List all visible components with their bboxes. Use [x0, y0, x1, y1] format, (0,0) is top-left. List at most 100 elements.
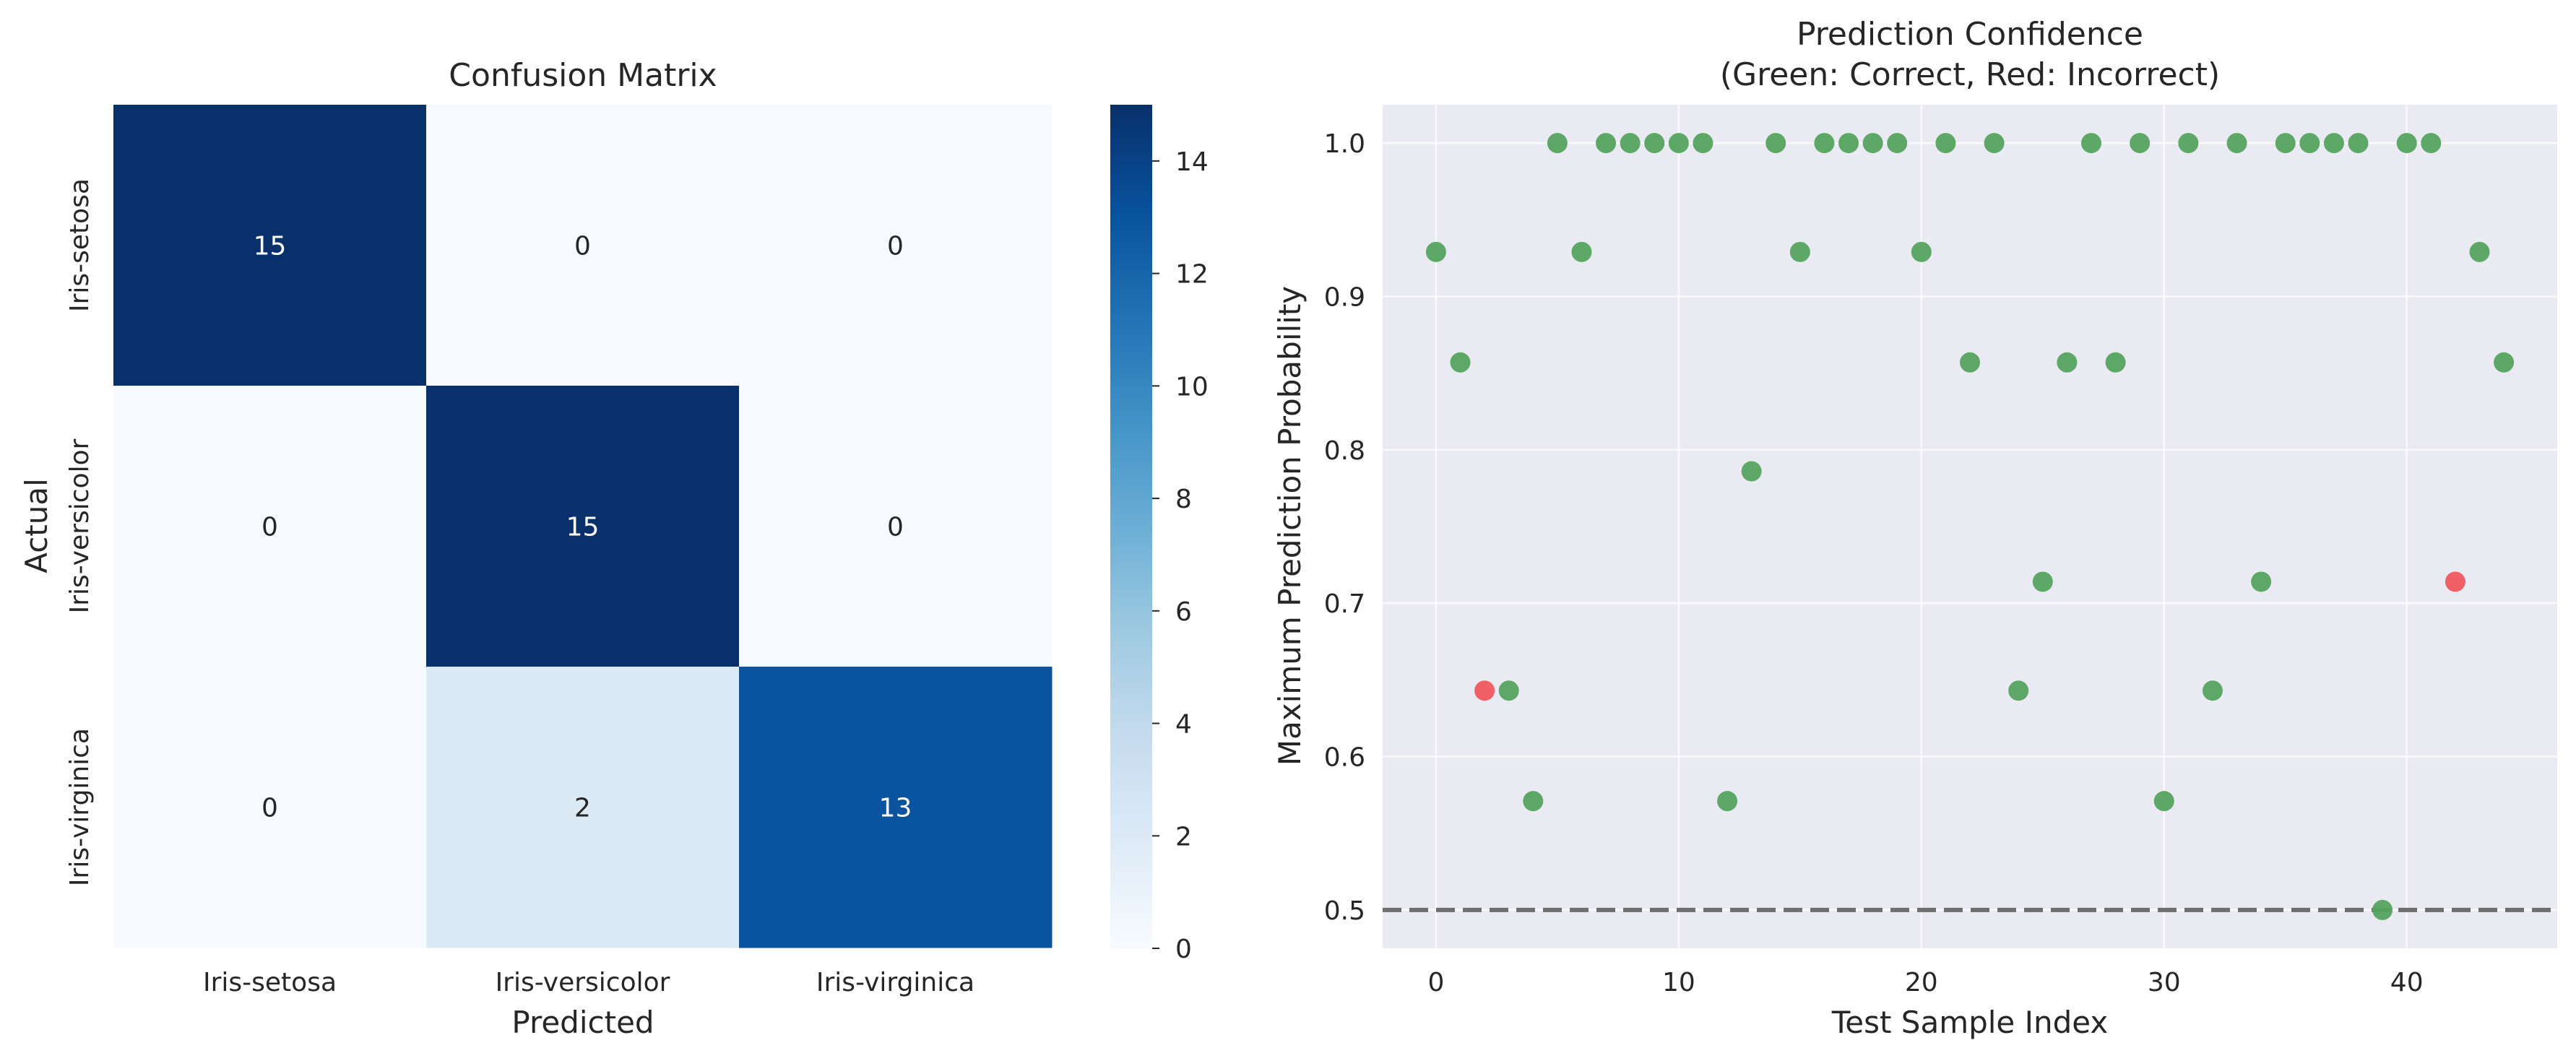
correct-prediction-point-8 [1620, 133, 1641, 154]
heatmap-cell-r2-c0 [113, 667, 427, 948]
scatter-y-axis-label: Maximum Prediction Probability [1272, 286, 1308, 766]
correct-prediction-point-44 [2494, 352, 2515, 373]
colorbar-gradient [1110, 105, 1152, 948]
correct-prediction-point-15 [1789, 241, 1810, 262]
correct-prediction-point-5 [1547, 133, 1568, 154]
correct-prediction-point-21 [1935, 133, 1956, 154]
heatmap-x-tick-iris-versicolor: Iris-versicolor [496, 968, 670, 997]
colorbar-tick-6: 6 [1175, 597, 1192, 627]
heatmap-cell-labels: 15 0 0 0 15 0 0 2 13 [254, 232, 912, 823]
correct-prediction-point-13 [1741, 461, 1762, 482]
heatmap-cell-value-r0-c1: 0 [574, 232, 591, 261]
scatter-title-line-1: Prediction Confidence [1797, 16, 2143, 53]
heatmap-title: Confusion Matrix [449, 57, 717, 94]
scatter-title-line-2: (Green: Correct, Red: Incorrect) [1720, 56, 2220, 93]
correct-prediction-point-39 [2372, 899, 2393, 920]
correct-prediction-point-20 [1911, 241, 1932, 262]
scatter-x-tick-0: 0 [1427, 968, 1444, 997]
correct-prediction-point-1 [1450, 352, 1471, 373]
heatmap-cell-value-r0-c2: 0 [887, 232, 904, 261]
scatter-x-tick-40: 40 [2390, 968, 2424, 997]
heatmap-y-tick-iris-versicolor: Iris-versicolor [65, 438, 95, 613]
colorbar-tick-8: 8 [1175, 485, 1192, 514]
correct-prediction-point-22 [1960, 352, 1980, 373]
heatmap-cell-r2-c1 [426, 667, 740, 948]
correct-prediction-point-36 [2299, 133, 2320, 154]
correct-prediction-point-19 [1887, 133, 1908, 154]
correct-prediction-point-17 [1838, 133, 1859, 154]
correct-prediction-point-41 [2421, 133, 2442, 154]
scatter-points [1425, 133, 2515, 920]
heatmap-cells [113, 105, 1053, 948]
scatter-y-tick-0.8: 0.8 [1324, 436, 1365, 466]
heatmap-x-tick-iris-virginica: Iris-virginica [816, 968, 974, 997]
colorbar-tick-10: 10 [1175, 372, 1209, 402]
heatmap-cell-value-r2-c0: 0 [262, 794, 278, 823]
heatmap-y-tick-iris-setosa: Iris-setosa [65, 178, 95, 312]
correct-prediction-point-29 [2130, 133, 2151, 154]
heatmap-y-tick-labels: Iris-setosa Iris-versicolor Iris-virginica [65, 178, 95, 886]
heatmap-x-tick-iris-setosa: Iris-setosa [203, 968, 337, 997]
correct-prediction-point-25 [2032, 571, 2053, 592]
prediction-confidence-scatter: Prediction Confidence (Green: Correct, R… [1272, 16, 2557, 1040]
correct-prediction-point-40 [2396, 133, 2417, 154]
heatmap-cell-r1-c0 [113, 386, 427, 667]
correct-prediction-point-38 [2348, 133, 2369, 154]
heatmap-cell-r0-c0 [113, 105, 427, 386]
colorbar-tick-0: 0 [1175, 935, 1192, 964]
correct-prediction-point-6 [1571, 241, 1592, 262]
correct-prediction-point-30 [2153, 791, 2174, 812]
correct-prediction-point-9 [1644, 133, 1665, 154]
correct-prediction-point-3 [1498, 680, 1519, 701]
correct-prediction-point-34 [2251, 571, 2272, 592]
correct-prediction-point-23 [1984, 133, 2005, 154]
heatmap-cell-r0-c2 [739, 105, 1053, 386]
heatmap-cell-value-r0-c0: 15 [254, 232, 287, 261]
colorbar: 0 2 4 6 8 10 12 14 [1110, 105, 1209, 964]
scatter-y-tick-0.9: 0.9 [1324, 282, 1365, 312]
heatmap-x-axis-label: Predicted [511, 1005, 654, 1040]
scatter-y-tick-1.0: 1.0 [1324, 129, 1365, 159]
scatter-y-tick-0.6: 0.6 [1324, 743, 1365, 773]
scatter-x-tick-labels: 0 10 20 30 40 [1427, 968, 2423, 997]
correct-prediction-point-14 [1765, 133, 1786, 154]
correct-prediction-point-26 [2057, 352, 2078, 373]
scatter-y-tick-labels: 0.5 0.6 0.7 0.8 0.9 1.0 [1324, 129, 1365, 926]
scatter-y-tick-0.7: 0.7 [1324, 589, 1365, 619]
heatmap-cell-value-r2-c1: 2 [574, 794, 591, 823]
correct-prediction-point-33 [2226, 133, 2247, 154]
colorbar-tick-4: 4 [1175, 710, 1192, 740]
heatmap-cell-value-r1-c1: 15 [566, 513, 600, 542]
correct-prediction-point-24 [2008, 680, 2029, 701]
scatter-x-tick-30: 30 [2148, 968, 2181, 997]
heatmap-cell-r0-c1 [426, 105, 740, 386]
colorbar-tick-labels: 0 2 4 6 8 10 12 14 [1152, 147, 1209, 964]
incorrect-prediction-point-2 [1474, 680, 1495, 701]
heatmap-y-axis-label: Actual [19, 478, 54, 573]
confusion-matrix-heatmap: Confusion Matrix 15 0 0 0 15 0 0 2 13 Iris-setos… [19, 57, 1053, 1040]
correct-prediction-point-0 [1425, 241, 1446, 262]
heatmap-cell-r1-c1 [426, 386, 740, 667]
correct-prediction-point-43 [2469, 241, 2490, 262]
colorbar-tick-12: 12 [1175, 260, 1209, 290]
correct-prediction-point-12 [1717, 791, 1738, 812]
correct-prediction-point-10 [1668, 133, 1689, 154]
heatmap-x-tick-labels: Iris-setosa Iris-versicolor Iris-virginica [203, 968, 974, 997]
correct-prediction-point-27 [2080, 133, 2101, 154]
heatmap-y-tick-iris-virginica: Iris-virginica [65, 728, 95, 886]
correct-prediction-point-31 [2178, 133, 2199, 154]
correct-prediction-point-37 [2323, 133, 2344, 154]
correct-prediction-point-16 [1814, 133, 1835, 154]
scatter-x-axis-label: Test Sample Index [1831, 1005, 2109, 1040]
scatter-x-tick-20: 20 [1905, 968, 1938, 997]
correct-prediction-point-18 [1862, 133, 1883, 154]
heatmap-cell-r2-c2 [739, 667, 1053, 948]
correct-prediction-point-4 [1523, 791, 1544, 812]
correct-prediction-point-7 [1596, 133, 1617, 154]
heatmap-cell-value-r1-c2: 0 [887, 513, 904, 542]
heatmap-cell-value-r2-c2: 13 [879, 794, 912, 823]
heatmap-cell-r1-c2 [739, 386, 1053, 667]
colorbar-tick-14: 14 [1175, 147, 1209, 177]
scatter-y-tick-0.5: 0.5 [1324, 896, 1365, 926]
